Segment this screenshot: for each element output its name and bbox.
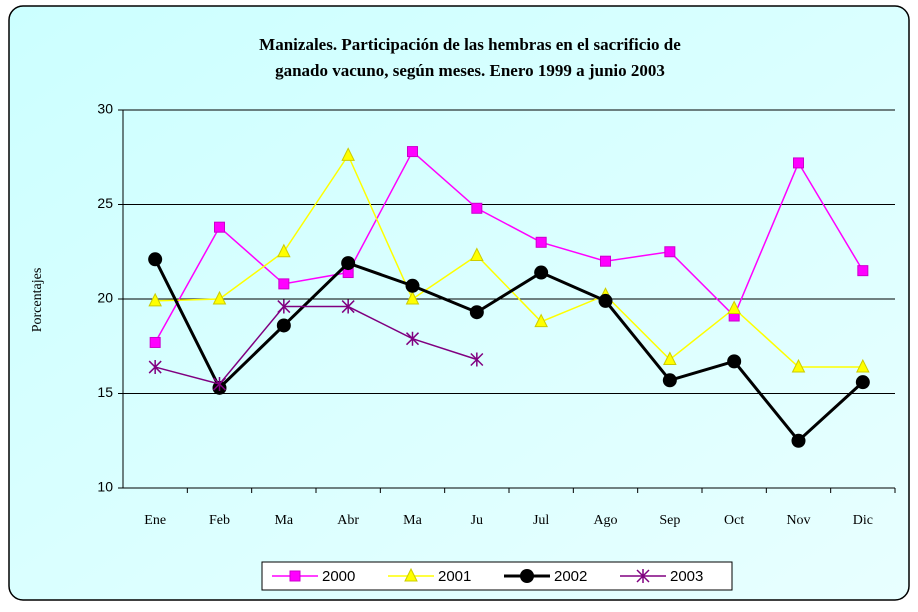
marker [534, 265, 549, 280]
x-tick-label: Ma [403, 513, 422, 528]
marker [856, 358, 870, 373]
marker [534, 313, 548, 328]
marker [341, 147, 355, 161]
y-tick-label: 10 [97, 479, 113, 495]
legend-label: 2001 [438, 568, 471, 585]
y-tick-label: 20 [97, 290, 113, 306]
marker [212, 377, 227, 392]
x-tick-label: Sep [659, 513, 680, 528]
marker [148, 360, 162, 375]
marker [470, 352, 484, 367]
legend-label: 2002 [554, 568, 587, 585]
marker [405, 290, 420, 305]
marker [664, 246, 676, 258]
marker [663, 351, 677, 365]
x-tick-label: Dic [853, 513, 873, 528]
y-axis-label: Porcentajes [30, 268, 45, 333]
chart-title: Manizales. Participación de las hembras … [259, 35, 681, 54]
marker [277, 243, 291, 258]
marker [405, 278, 420, 293]
x-tick-label: Feb [209, 513, 230, 528]
legend-marker [520, 569, 534, 583]
marker [727, 300, 741, 314]
x-tick-label: Oct [724, 513, 744, 528]
marker [791, 433, 806, 448]
marker [471, 202, 483, 214]
legend-marker [289, 570, 301, 582]
y-tick-label: 30 [97, 101, 113, 117]
marker [857, 265, 869, 277]
marker [278, 278, 290, 290]
marker [341, 256, 356, 271]
legend-label: 2000 [322, 568, 355, 585]
marker [407, 146, 418, 158]
marker [469, 305, 484, 320]
marker [212, 290, 227, 305]
legend-label: 2003 [670, 568, 703, 585]
y-tick-label: 15 [97, 384, 113, 400]
marker [662, 373, 677, 388]
series-line [154, 305, 478, 385]
marker [148, 252, 163, 267]
marker [214, 221, 225, 233]
marker [405, 331, 420, 346]
series-line [155, 153, 863, 368]
marker [598, 293, 613, 308]
marker [793, 157, 804, 169]
chart-frame [8, 5, 910, 601]
x-tick-label: Ju [471, 513, 483, 528]
marker [276, 318, 291, 333]
series-line [153, 258, 864, 443]
marker [149, 336, 161, 348]
legend-marker [636, 569, 650, 583]
chart-title: ganado vacuno, según meses. Enero 1999 a… [275, 61, 665, 80]
x-tick-label: Ago [593, 513, 617, 528]
legend-marker [404, 567, 418, 582]
marker [341, 299, 355, 314]
x-tick-label: Nov [786, 513, 810, 528]
marker [535, 236, 547, 248]
marker [855, 375, 870, 390]
x-tick-label: Abr [337, 513, 359, 528]
x-tick-label: Ene [144, 513, 166, 528]
y-tick-label: 25 [97, 195, 113, 211]
marker [277, 299, 291, 314]
marker [148, 292, 162, 307]
x-tick-label: Ma [274, 513, 293, 528]
marker [470, 247, 484, 262]
marker [600, 255, 611, 267]
series-line [154, 150, 864, 343]
x-tick-label: Jul [533, 513, 549, 528]
marker [727, 354, 742, 369]
marker [791, 358, 806, 373]
